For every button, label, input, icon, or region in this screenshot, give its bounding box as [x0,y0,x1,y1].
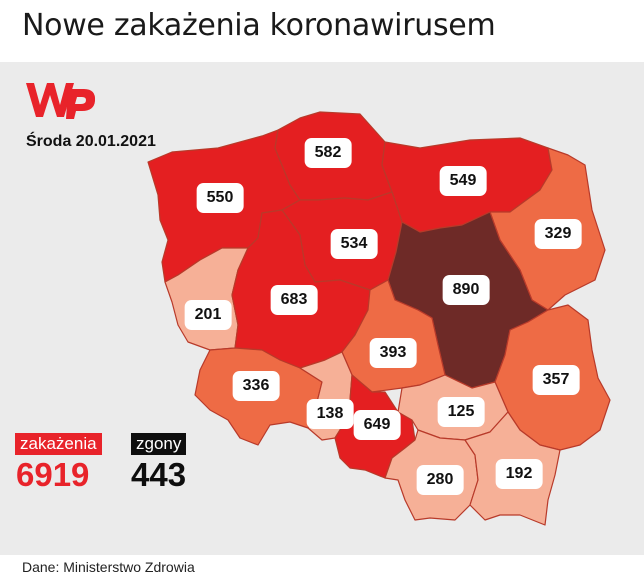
region-value-mazowieckie: 890 [442,275,490,305]
region-value-lodzkie: 393 [369,338,417,368]
source-note: Dane: Ministerstwo Zdrowia [22,559,195,575]
region-value-kujawsko-pomorskie: 534 [330,229,378,259]
region-value-lubuskie: 201 [184,300,232,330]
deaths-label: zgony [131,433,187,455]
region-value-pomorskie: 582 [304,138,352,168]
region-value-malopolskie: 280 [416,465,464,495]
cases-value: 6919 [16,456,90,493]
page-title: Nowe zakażenia koronawirusem [22,8,496,43]
region-value-wielkopolskie: 683 [270,285,318,315]
region-value-zachodniopomorskie: 550 [196,183,244,213]
region-value-podkarpackie: 192 [495,459,543,489]
date-label: Środa 20.01.2021 [26,133,156,150]
wp-logo-icon [26,83,96,119]
region-value-warminsko-mazurskie: 549 [439,166,487,196]
region-value-lubelskie: 357 [532,365,580,395]
region-value-swietokrzyskie: 125 [437,397,485,427]
region-value-opolskie: 138 [306,399,354,429]
region-value-slaskie: 649 [353,410,401,440]
region-value-dolnoslaskie: 336 [232,371,280,401]
cases-label: zakażenia [15,433,102,455]
region-value-podlaskie: 329 [534,219,582,249]
deaths-value: 443 [131,456,187,493]
